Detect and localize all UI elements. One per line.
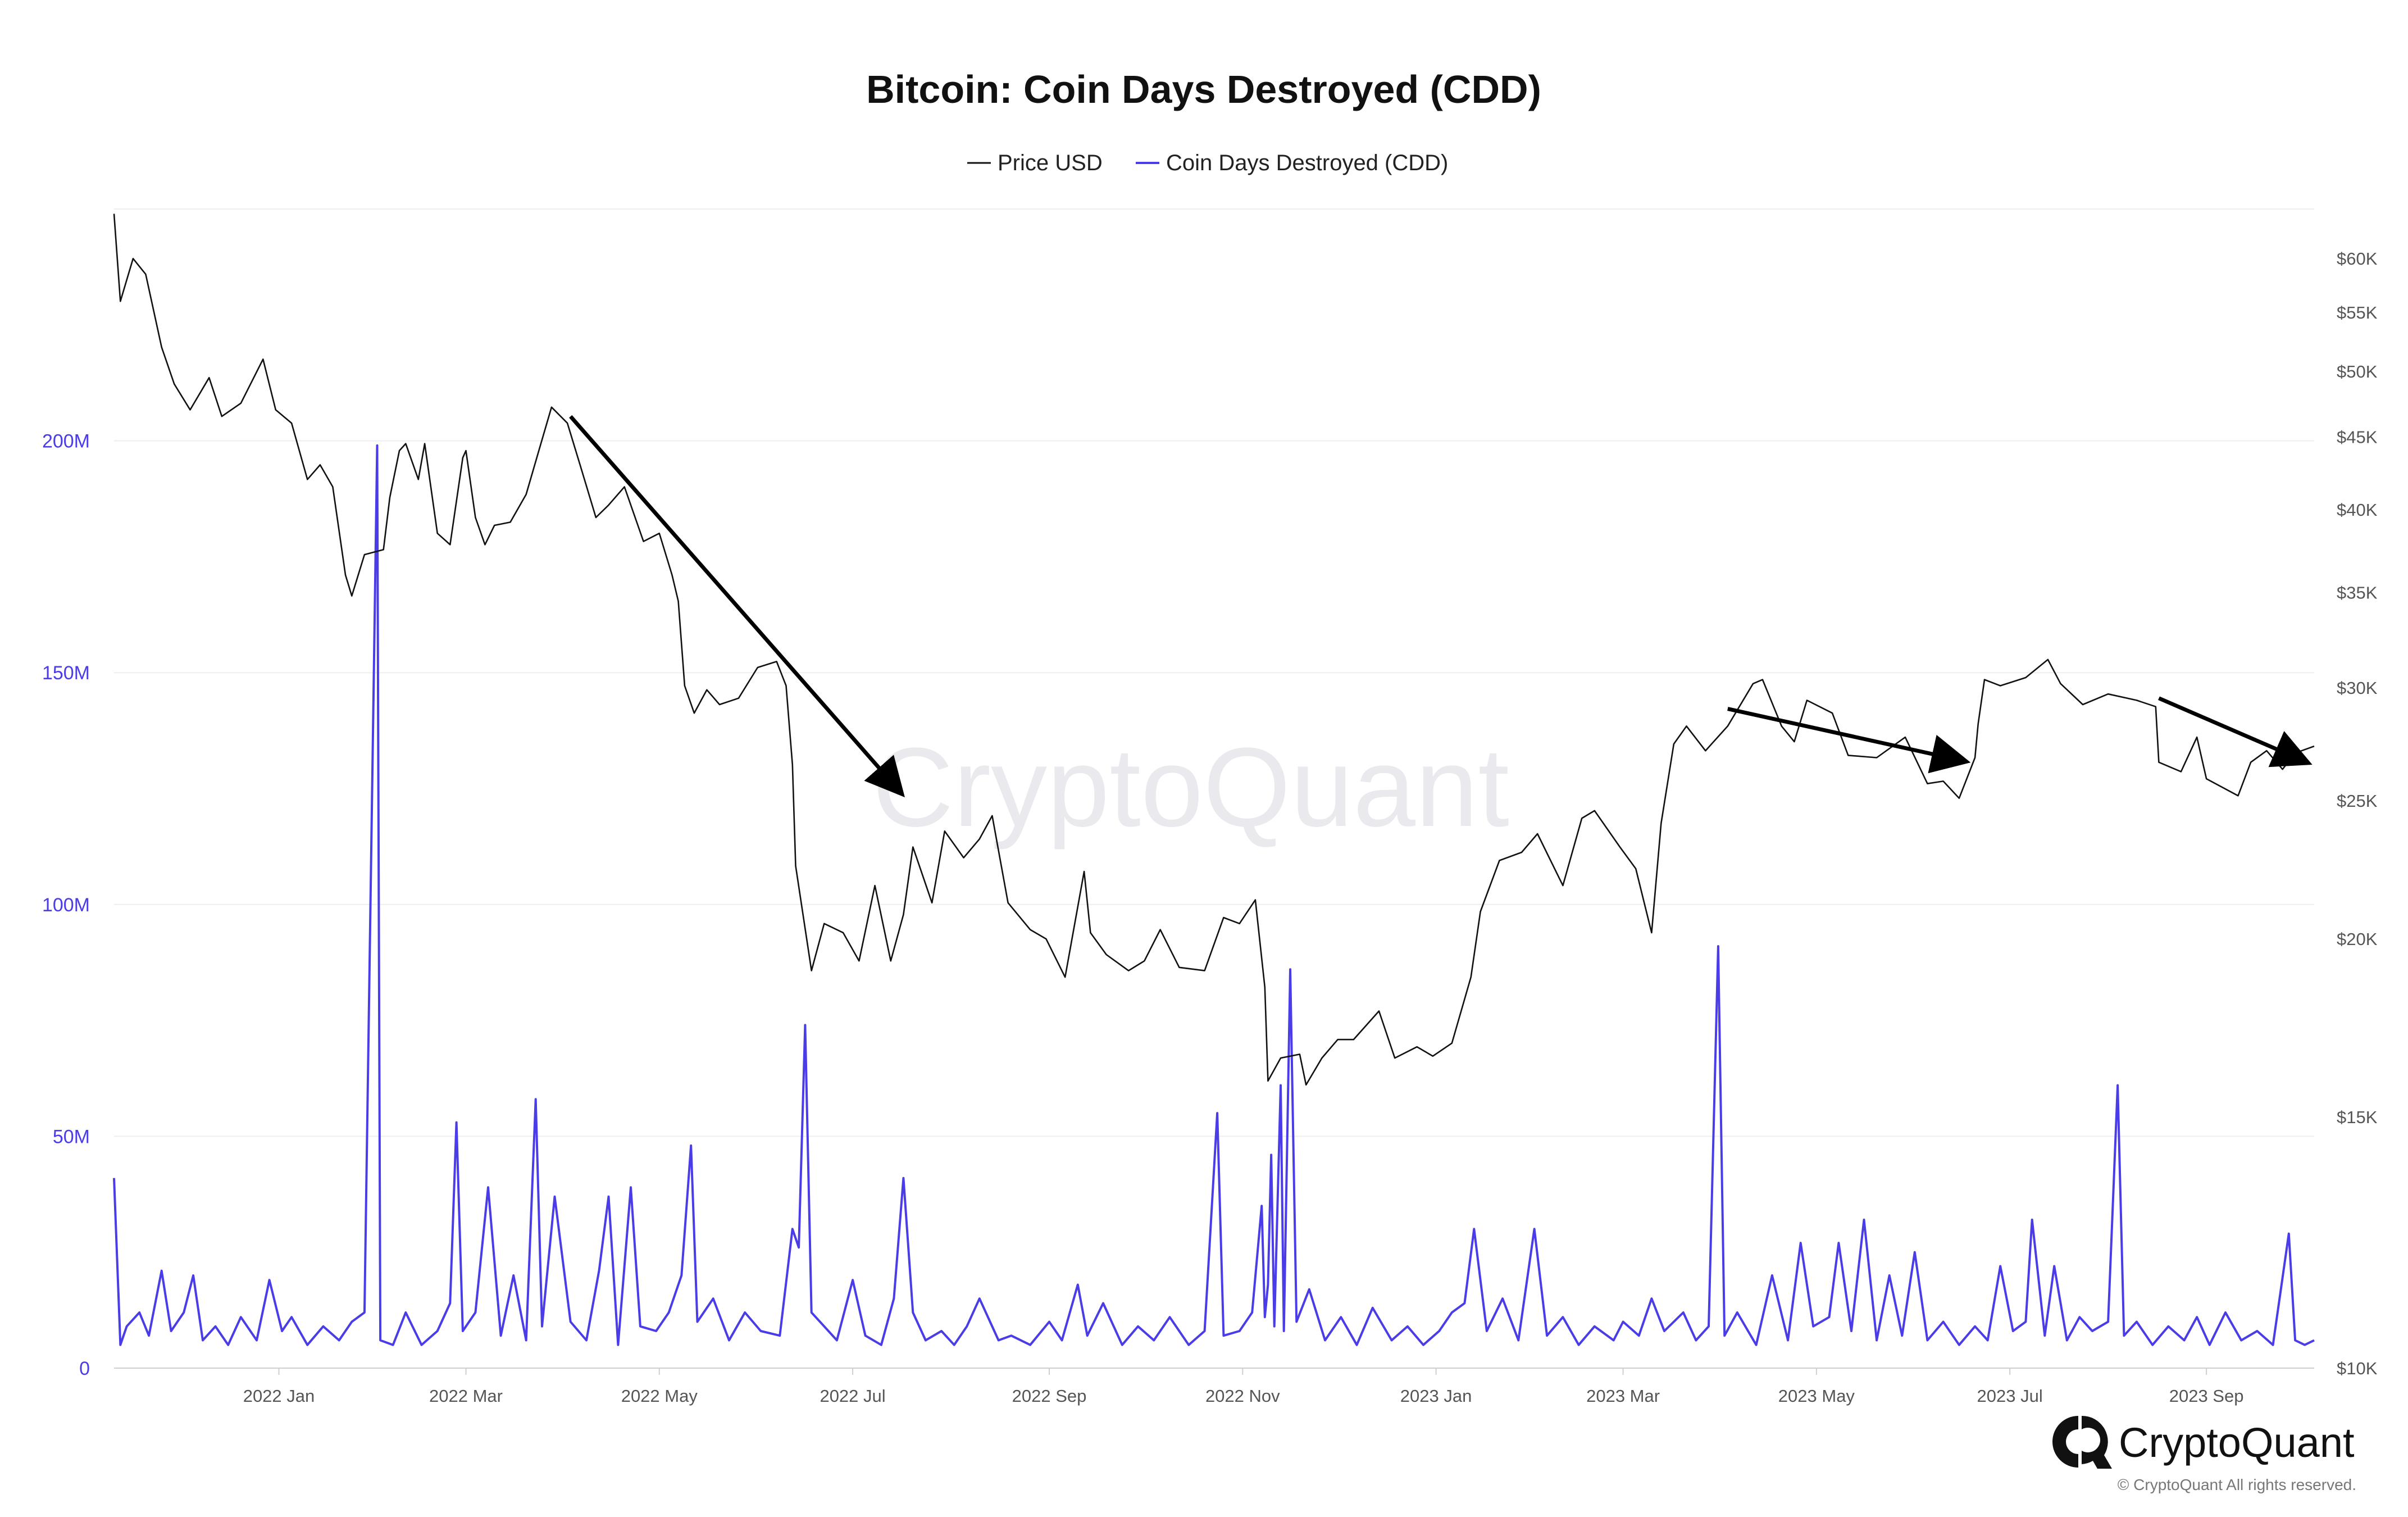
x-tick-label: 2022 Jan: [243, 1386, 315, 1406]
trend-arrow: [1727, 707, 1971, 774]
legend-cdd-label: Coin Days Destroyed (CDD): [1166, 151, 1448, 175]
y-axis-left: 0 50M 100M 150M 200M: [42, 431, 90, 1379]
copyright-text: © CryptoQuant All rights reserved.: [2118, 1476, 2356, 1493]
y-right-tick-label: $55K: [2337, 303, 2378, 323]
y-left-tick-label: 200M: [42, 431, 90, 452]
x-tick-label: 2023 Sep: [2169, 1386, 2244, 1406]
x-axis: 2022 Jan 2022 Mar 2022 May 2022 Jul 2022 Sep…: [243, 1368, 2244, 1406]
x-tick-label: 2023 Jul: [1977, 1386, 2043, 1406]
y-right-tick-label: $25K: [2337, 791, 2378, 811]
y-right-tick-label: $40K: [2337, 500, 2378, 520]
y-left-tick-label: 150M: [42, 662, 90, 684]
y-left-tick-label: 0: [79, 1358, 90, 1379]
y-left-tick-label: 50M: [53, 1126, 90, 1147]
gridlines: [114, 208, 2314, 1369]
y-right-tick-label: $50K: [2337, 362, 2378, 381]
legend-item-price[interactable]: Price USD: [967, 151, 1103, 175]
cryptoquant-logo-icon: [2052, 1415, 2112, 1469]
cdd-series-line: [113, 444, 2315, 1346]
y-right-tick-label: $10K: [2337, 1359, 2378, 1378]
x-tick-label: 2022 Nov: [1205, 1386, 1280, 1406]
trend-arrow: [569, 415, 905, 798]
legend-price-label: Price USD: [998, 151, 1103, 175]
legend: Price USD Coin Days Destroyed (CDD): [967, 151, 1448, 175]
x-tick-label: 2022 Jul: [820, 1386, 885, 1406]
brand-block: CryptoQuant © CryptoQuant All rights res…: [2052, 1415, 2356, 1493]
y-right-tick-label: $60K: [2337, 249, 2378, 269]
y-left-tick-label: 100M: [42, 894, 90, 916]
legend-item-cdd[interactable]: Coin Days Destroyed (CDD): [1136, 151, 1448, 175]
y-right-tick-label: $35K: [2337, 583, 2378, 602]
watermark-text: CryptoQuant: [872, 725, 1509, 850]
chart-title: Bitcoin: Coin Days Destroyed (CDD): [866, 67, 1541, 111]
y-right-tick-label: $20K: [2337, 929, 2378, 949]
x-tick-label: 2023 Jan: [1400, 1386, 1472, 1406]
x-tick-label: 2022 Sep: [1012, 1386, 1087, 1406]
x-tick-label: 2022 Mar: [429, 1386, 503, 1406]
y-right-tick-label: $30K: [2337, 678, 2378, 698]
x-tick-label: 2023 May: [1778, 1386, 1855, 1406]
x-tick-label: 2023 Mar: [1586, 1386, 1660, 1406]
y-right-tick-label: $15K: [2337, 1107, 2378, 1127]
brand-name: CryptoQuant: [2119, 1419, 2355, 1466]
trend-arrow: [2158, 696, 2313, 767]
price-series-line: [113, 214, 2315, 1086]
y-right-tick-label: $45K: [2337, 427, 2378, 447]
x-tick-label: 2022 May: [621, 1386, 698, 1406]
annotation-arrows: [569, 415, 2313, 798]
y-axis-right: $10K $15K $20K $25K $30K $35K $40K $45K $50K $55K…: [2337, 249, 2378, 1378]
